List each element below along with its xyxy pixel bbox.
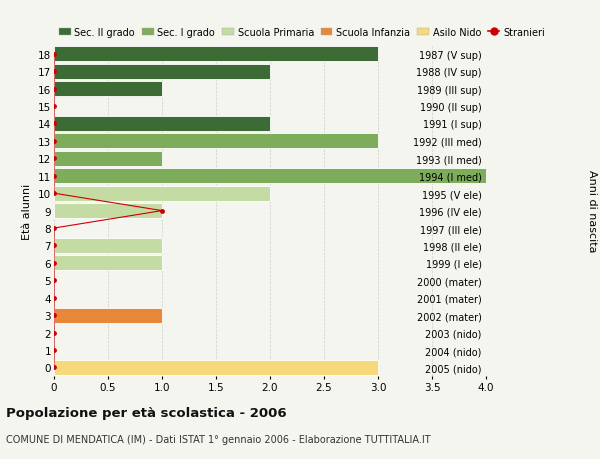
Bar [54,117,270,132]
Bar [54,65,270,79]
Bar [54,186,270,201]
Text: Anni di nascita: Anni di nascita [587,170,597,252]
Text: COMUNE DI MENDATICA (IM) - Dati ISTAT 1° gennaio 2006 - Elaborazione TUTTITALIA.: COMUNE DI MENDATICA (IM) - Dati ISTAT 1°… [6,434,431,444]
Bar [54,82,162,97]
Bar [54,151,162,166]
Bar [54,169,486,184]
Bar [54,360,378,375]
Legend: Sec. II grado, Sec. I grado, Scuola Primaria, Scuola Infanzia, Asilo Nido, Stran: Sec. II grado, Sec. I grado, Scuola Prim… [59,28,545,38]
Bar [54,239,162,253]
Text: Popolazione per età scolastica - 2006: Popolazione per età scolastica - 2006 [6,406,287,419]
Y-axis label: Età alunni: Età alunni [22,183,32,239]
Bar [54,47,378,62]
Bar [54,204,162,218]
Bar [54,308,162,323]
Bar [54,256,162,271]
Bar [54,134,378,149]
